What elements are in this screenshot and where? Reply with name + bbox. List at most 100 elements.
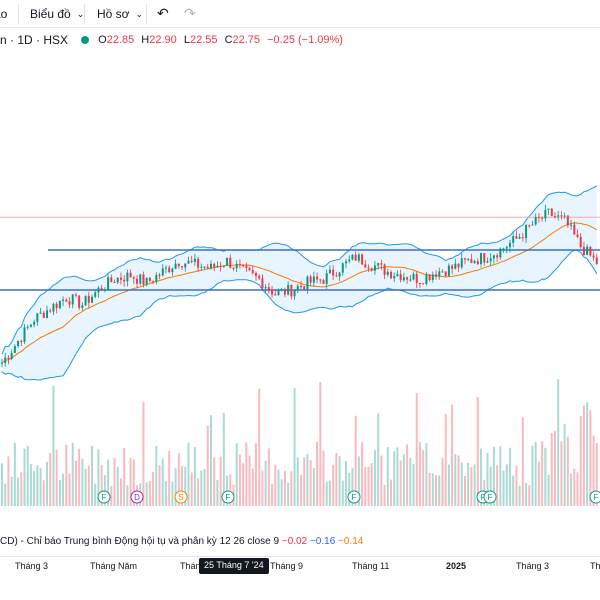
macd-params: 12 26 close 9 — [219, 536, 280, 547]
candle-body — [248, 267, 251, 271]
volume-bar — [480, 448, 483, 506]
volume-bar — [145, 482, 148, 506]
candle-body — [267, 287, 270, 290]
time-tick: Tháng 11 — [352, 561, 390, 571]
market-status-icon — [81, 36, 90, 44]
candle-body — [116, 277, 119, 283]
open-label: O — [98, 34, 107, 46]
volume-bar — [4, 483, 7, 506]
undo-icon[interactable]: ↶ — [157, 5, 169, 21]
candle-body — [560, 215, 563, 217]
volume-bar — [422, 450, 425, 506]
candle-body — [463, 258, 466, 260]
macd-histogram-value: −0.14 — [338, 536, 364, 547]
candle-body — [226, 257, 229, 266]
profile-menu-button[interactable]: Hồ sơ ⌄ — [97, 7, 143, 21]
volume-bar — [566, 436, 569, 506]
symbol-label[interactable]: n · 1D · HSX — [0, 33, 69, 47]
candle-body — [103, 289, 106, 291]
volume-bar — [197, 478, 200, 506]
volume-bar — [65, 444, 68, 506]
volume-bar — [168, 450, 171, 506]
candle-body — [406, 277, 409, 280]
candle-body — [158, 274, 161, 276]
volume-bar — [87, 465, 90, 506]
candle-body — [312, 276, 315, 283]
volume-bar — [94, 483, 97, 506]
event-marker-label: F — [352, 493, 357, 502]
volume-bar — [544, 447, 547, 506]
event-marker-icon — [589, 490, 600, 504]
candle-body — [238, 264, 241, 266]
candle-body — [258, 275, 261, 279]
volume-bar — [553, 430, 556, 506]
volume-bar — [303, 457, 306, 506]
candle-body — [412, 273, 415, 280]
candle-body — [341, 263, 344, 273]
volume-bar — [49, 453, 52, 506]
candle-body — [345, 261, 348, 264]
macd-label[interactable]: CD) - Chỉ báo Trung bình Động hội tụ và … — [0, 536, 217, 547]
volume-bar — [525, 482, 528, 506]
volume-bar — [348, 472, 351, 506]
candle-body — [508, 242, 511, 248]
chart-menu-button[interactable]: Biểu đồ ⌄ — [30, 7, 84, 21]
bollinger-upper-line — [1, 185, 598, 355]
volume-bar — [100, 465, 103, 506]
candle-body — [370, 268, 373, 271]
candle-body — [505, 247, 508, 249]
volume-bar — [354, 415, 357, 506]
volume-bar — [306, 453, 309, 506]
volume-bar — [174, 468, 177, 506]
candle-body — [36, 313, 39, 322]
volume-bar — [412, 464, 415, 506]
candle-body — [242, 265, 245, 267]
tab-partial[interactable]: ảo — [0, 7, 8, 21]
volume-bar — [283, 470, 286, 506]
candle-body — [528, 225, 531, 227]
high-label: H — [141, 34, 150, 46]
candle-body — [42, 312, 45, 318]
candle-body — [316, 276, 319, 280]
candle-body — [570, 224, 573, 226]
candle-body — [306, 276, 309, 290]
candle-body — [399, 274, 402, 281]
volume-bar — [177, 453, 180, 506]
candle-body — [235, 264, 238, 269]
candle-body — [335, 275, 338, 277]
candle-body — [39, 312, 42, 314]
volume-bar — [171, 481, 174, 506]
volume-bar — [505, 464, 508, 506]
volume-bar — [58, 479, 61, 506]
candle-body — [525, 225, 528, 239]
volume-bar — [550, 433, 553, 506]
candle-body — [499, 248, 502, 258]
candle-body — [68, 301, 71, 305]
candle-body — [438, 271, 441, 277]
volume-bar — [435, 475, 438, 506]
volume-bar — [91, 446, 94, 506]
volume-bar — [383, 484, 386, 506]
volume-bar — [515, 465, 518, 506]
volume-bar — [335, 453, 338, 506]
volume-bar — [264, 460, 267, 506]
candle-body — [55, 303, 58, 309]
volume-bar — [521, 417, 524, 506]
volume-bar — [193, 446, 196, 506]
volume-bar — [68, 473, 71, 506]
volume-bar — [390, 479, 393, 506]
candle-body — [383, 264, 386, 275]
time-axis[interactable]: Tháng 3 Tháng Năm Tháng Tháng 9 Tháng 11… — [0, 556, 600, 576]
event-marker-icon — [97, 490, 111, 504]
volume-bar — [13, 442, 16, 506]
volume-bar — [119, 478, 122, 506]
candle-body — [94, 292, 97, 297]
candle-body — [380, 263, 383, 265]
candle-body — [534, 217, 537, 225]
candle-body — [496, 255, 499, 258]
candle-body — [357, 254, 360, 261]
time-tick: 2025 — [446, 561, 467, 571]
redo-icon[interactable]: ↷ — [184, 5, 196, 21]
candle-body — [213, 263, 216, 268]
